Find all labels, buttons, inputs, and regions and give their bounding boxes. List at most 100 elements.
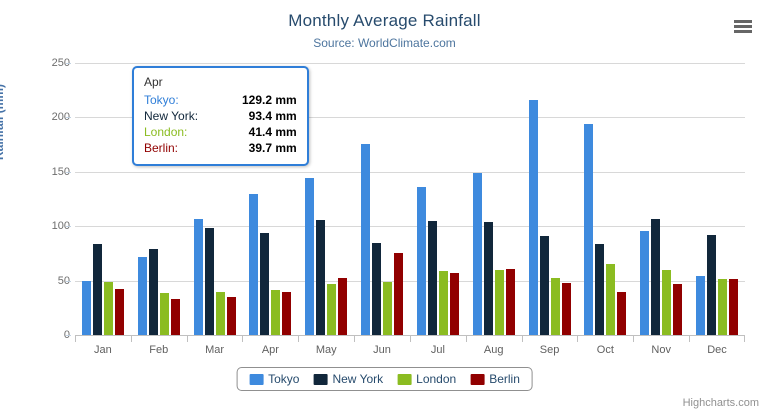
y-axis-tick-label: 250 bbox=[51, 57, 70, 69]
column-bar[interactable] bbox=[617, 292, 627, 335]
column-bar[interactable] bbox=[472, 173, 482, 335]
x-axis-category[interactable]: Aug bbox=[465, 336, 522, 360]
column-bar[interactable] bbox=[483, 221, 493, 335]
column-group[interactable] bbox=[75, 63, 131, 335]
column-bar[interactable] bbox=[260, 233, 270, 335]
legend-item[interactable]: London bbox=[397, 372, 456, 386]
x-axis-category[interactable]: Jan bbox=[75, 336, 131, 360]
column-bar[interactable] bbox=[673, 284, 683, 335]
column-bar[interactable] bbox=[662, 270, 672, 335]
column-bar[interactable] bbox=[427, 220, 437, 335]
column-bar[interactable] bbox=[81, 280, 91, 335]
column-bar[interactable] bbox=[148, 249, 158, 335]
column-bar[interactable] bbox=[361, 143, 371, 335]
column-bar[interactable] bbox=[159, 292, 169, 335]
column-bar[interactable] bbox=[550, 278, 560, 335]
legend-label: London bbox=[416, 372, 457, 386]
column-bar[interactable] bbox=[327, 283, 337, 335]
column-bar[interactable] bbox=[707, 234, 717, 335]
column-bar[interactable] bbox=[394, 252, 404, 335]
legend-item[interactable]: Tokyo bbox=[249, 372, 299, 386]
gridline bbox=[75, 117, 745, 119]
column-bar[interactable] bbox=[416, 187, 426, 335]
column-group[interactable] bbox=[354, 63, 410, 335]
column-group[interactable] bbox=[131, 63, 187, 335]
column-bar[interactable] bbox=[505, 269, 515, 335]
column-group[interactable] bbox=[577, 63, 633, 335]
column-group[interactable] bbox=[298, 63, 354, 335]
column-bar[interactable] bbox=[372, 243, 382, 335]
column-bar[interactable] bbox=[282, 291, 292, 335]
x-axis-tick-mark bbox=[130, 336, 132, 342]
column-bar[interactable] bbox=[316, 219, 326, 335]
column-group[interactable] bbox=[466, 63, 522, 335]
column-bar[interactable] bbox=[383, 282, 393, 335]
column-bar[interactable] bbox=[528, 99, 538, 335]
x-axis-tick-mark bbox=[186, 336, 188, 342]
x-axis-category[interactable]: May bbox=[298, 336, 354, 360]
x-axis-category-label: Nov bbox=[651, 344, 671, 356]
tooltip-series-name: London: bbox=[144, 125, 188, 139]
tooltip-series-value: 39.7 bbox=[248, 141, 272, 155]
column-bar[interactable] bbox=[494, 270, 504, 335]
x-axis-category[interactable]: Oct bbox=[577, 336, 633, 360]
x-axis-category[interactable]: Jun bbox=[354, 336, 410, 360]
x-axis-tick-mark bbox=[75, 336, 76, 342]
column-group[interactable] bbox=[187, 63, 243, 335]
column-bar[interactable] bbox=[271, 289, 281, 335]
x-axis-category[interactable]: Dec bbox=[689, 336, 745, 360]
column-bar[interactable] bbox=[729, 279, 739, 335]
column-group[interactable] bbox=[242, 63, 298, 335]
column-group[interactable] bbox=[689, 63, 745, 335]
legend-item[interactable]: New York bbox=[313, 372, 383, 386]
x-axis-category[interactable]: Feb bbox=[130, 336, 187, 360]
column-group[interactable] bbox=[410, 63, 466, 335]
x-axis-tick-mark bbox=[521, 336, 523, 342]
tooltip-series-unit: mm bbox=[272, 93, 297, 107]
column-bar[interactable] bbox=[606, 264, 616, 335]
column-bar[interactable] bbox=[561, 283, 571, 335]
hamburger-menu-icon[interactable] bbox=[729, 14, 757, 38]
gridline bbox=[75, 171, 745, 173]
column-bar[interactable] bbox=[170, 298, 180, 335]
x-axis-category[interactable]: Jul bbox=[409, 336, 466, 360]
column-bar[interactable] bbox=[204, 227, 214, 335]
column-bar[interactable] bbox=[449, 272, 459, 335]
chart-tooltip: Apr Tokyo: 129.2 mm New York: 93.4 mm London… bbox=[132, 66, 309, 166]
x-axis-category[interactable]: Nov bbox=[633, 336, 689, 360]
column-bar[interactable] bbox=[193, 219, 203, 335]
x-axis-category-label: Sep bbox=[539, 344, 560, 356]
column-bar[interactable] bbox=[92, 244, 102, 335]
column-group[interactable] bbox=[522, 63, 578, 335]
x-axis-tick-mark bbox=[409, 336, 411, 342]
column-bar[interactable] bbox=[584, 123, 594, 335]
x-axis-category-label: Aug bbox=[483, 344, 504, 356]
column-bar[interactable] bbox=[438, 270, 448, 335]
credits-link[interactable]: Highcharts.com bbox=[682, 397, 759, 409]
column-bar[interactable] bbox=[249, 194, 259, 335]
column-bar[interactable] bbox=[137, 257, 147, 335]
column-bar[interactable] bbox=[215, 292, 225, 335]
column-bar[interactable] bbox=[539, 235, 549, 335]
x-axis-category[interactable]: Apr bbox=[242, 336, 298, 360]
column-bar[interactable] bbox=[718, 279, 728, 335]
x-axis-category[interactable]: Mar bbox=[186, 336, 243, 360]
legend-swatch bbox=[313, 373, 328, 385]
legend-label: Tokyo bbox=[268, 372, 300, 386]
column-group[interactable] bbox=[633, 63, 689, 335]
column-bar[interactable] bbox=[226, 297, 236, 335]
hamburger-bar bbox=[734, 25, 752, 28]
x-axis-tick-mark bbox=[577, 336, 579, 342]
x-axis-category[interactable]: Sep bbox=[521, 336, 578, 360]
column-bar[interactable] bbox=[305, 178, 315, 335]
column-bar[interactable] bbox=[696, 275, 706, 335]
column-bar[interactable] bbox=[103, 281, 113, 335]
column-bar[interactable] bbox=[640, 231, 650, 335]
y-axis-tick-mark bbox=[66, 63, 71, 64]
column-bar[interactable] bbox=[595, 244, 605, 335]
column-bar[interactable] bbox=[651, 219, 661, 335]
column-bar[interactable] bbox=[338, 277, 348, 335]
column-bar[interactable] bbox=[114, 288, 124, 335]
legend-item[interactable]: Berlin bbox=[470, 372, 520, 386]
gridline bbox=[75, 63, 745, 64]
